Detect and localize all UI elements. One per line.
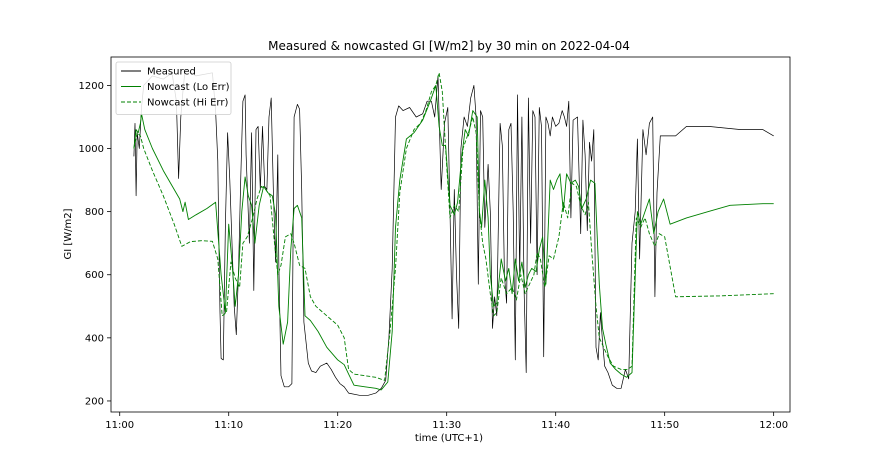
series-layer: [133, 69, 774, 396]
y-axis-label: GI [W/m2]: [63, 208, 74, 259]
x-axis-label: time (UTC+1): [415, 433, 483, 444]
y-tick-label: 400: [85, 333, 104, 344]
legend-label-0: Measured: [147, 67, 196, 78]
y-tick-label: 200: [85, 396, 104, 407]
x-tick-label: 11:10: [214, 420, 243, 431]
x-tick-label: 11:20: [323, 420, 352, 431]
plot-area: 11:00 11:10 11:20 11:30 11:40 11:50 12:00 200 4…: [79, 56, 791, 431]
series-line-2: [133, 72, 774, 381]
y-tick-label: 600: [85, 270, 104, 281]
y-tick-label: 1000: [79, 144, 104, 155]
y-tick-label: 1200: [79, 81, 104, 92]
x-axis: 11:00 11:10 11:20 11:30 11:40 11:50 12:00: [105, 412, 788, 431]
x-tick-label: 11:30: [432, 420, 461, 431]
y-tick-label: 800: [85, 207, 104, 218]
x-tick-label: 12:00: [759, 420, 788, 431]
x-tick-label: 11:50: [650, 420, 679, 431]
x-tick-label: 11:00: [105, 420, 134, 431]
plot-frame: [110, 56, 791, 413]
legend-label-2: Nowcast (Hi Err): [147, 98, 228, 109]
legend-box: [115, 61, 232, 115]
y-axis: 200 400 600 800 1000 1200: [79, 81, 111, 407]
chart-title: Measured & nowcasted GI [W/m2] by 30 min…: [268, 39, 630, 53]
legend: Measured Nowcast (Lo Err) Nowcast (Hi Err): [115, 61, 232, 115]
series-line-1: [133, 84, 774, 391]
x-tick-label: 11:40: [541, 420, 570, 431]
legend-label-1: Nowcast (Lo Err): [147, 82, 230, 93]
